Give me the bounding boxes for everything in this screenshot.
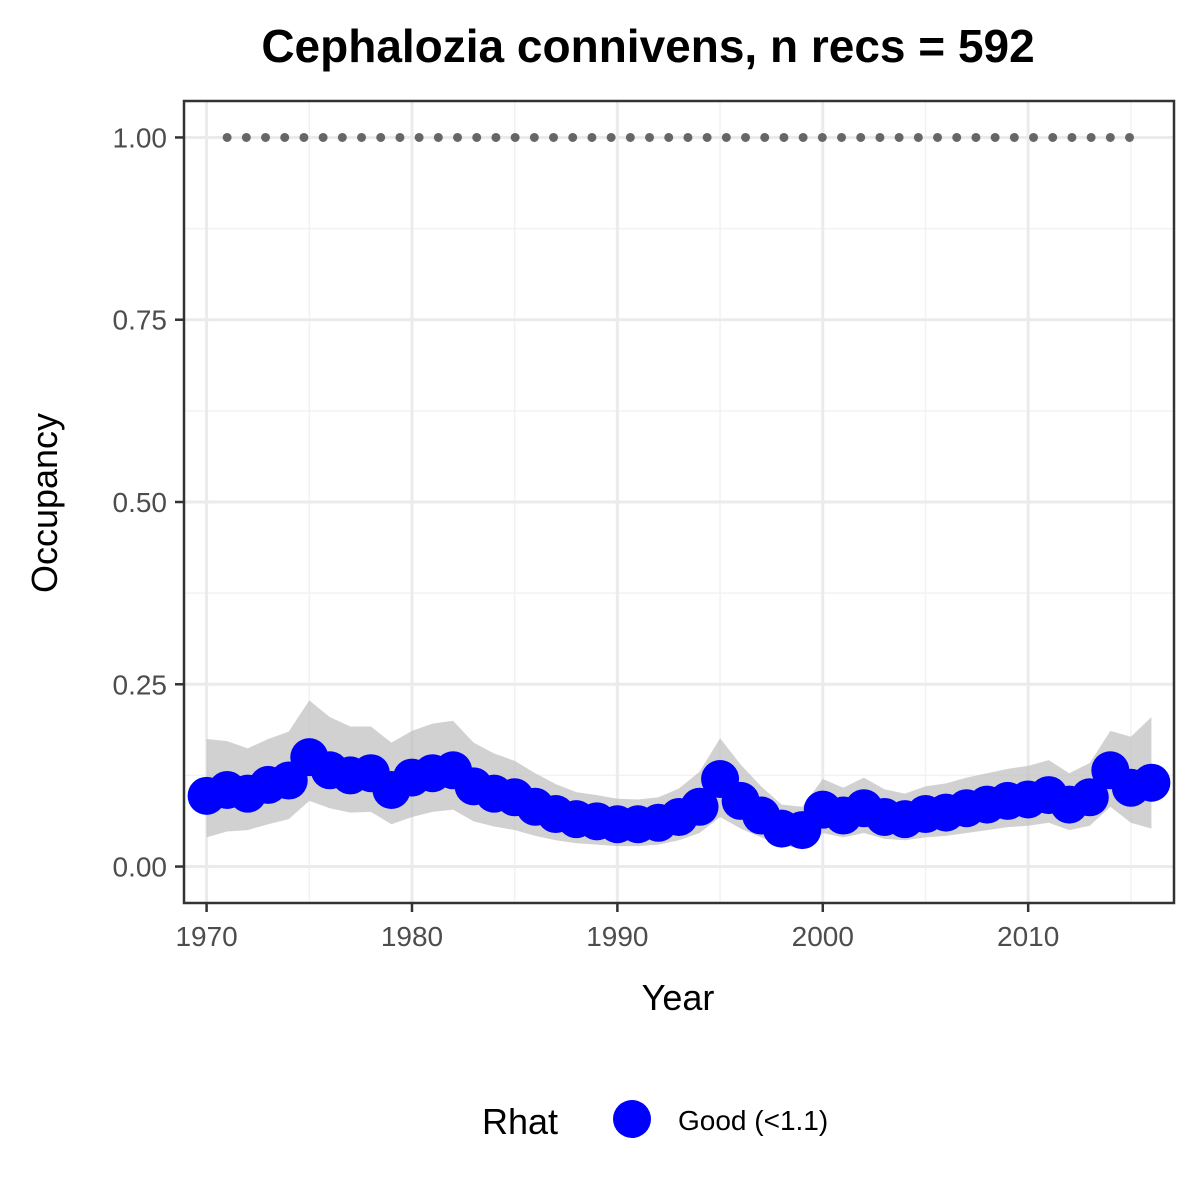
data-point xyxy=(1070,778,1109,817)
legend-label-good: Good (<1.1) xyxy=(678,1105,828,1136)
x-axis-title: Year xyxy=(642,977,715,1018)
x-tick-label: 1990 xyxy=(586,921,648,952)
x-tick-label: 1970 xyxy=(175,921,237,952)
y-tick-label: 0.00 xyxy=(113,852,168,883)
data-point xyxy=(680,787,719,826)
axes: 1970 1980 1990 2000 2010 0.00 0.25 0.50 0.75 1.00 xyxy=(113,99,1176,952)
y-axis-title: Occupancy xyxy=(24,413,65,593)
x-tick-label: 1980 xyxy=(381,921,443,952)
x-tick-label: 2000 xyxy=(792,921,854,952)
y-tick-label: 1.00 xyxy=(113,122,168,153)
legend: Rhat Good (<1.1) xyxy=(482,1100,828,1142)
y-tick-label: 0.25 xyxy=(113,669,168,700)
y-tick-label: 0.75 xyxy=(113,305,168,336)
legend-title: Rhat xyxy=(482,1101,558,1142)
data-point xyxy=(1132,763,1171,802)
x-tick-label: 2010 xyxy=(997,921,1059,952)
plot-area xyxy=(184,101,1174,903)
chart-title: Cephalozia connivens, n recs = 592 xyxy=(261,20,1034,72)
legend-key-good xyxy=(613,1100,651,1138)
y-tick-label: 0.50 xyxy=(113,487,168,518)
